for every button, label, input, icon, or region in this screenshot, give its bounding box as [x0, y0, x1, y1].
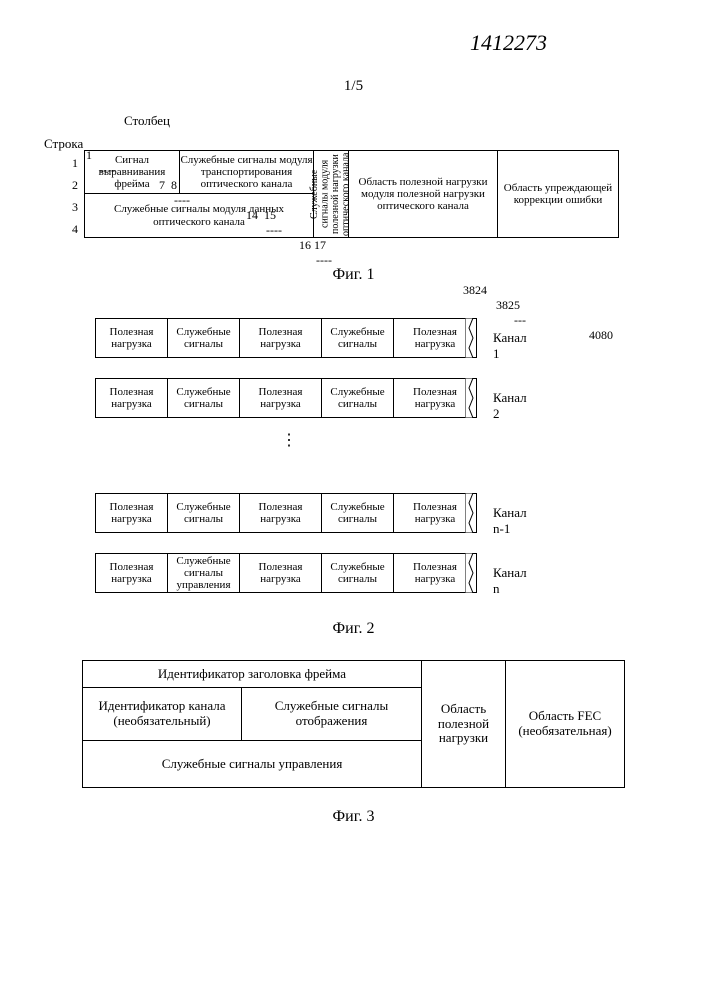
f3-fec: Область FEC (необязательная)	[505, 660, 625, 788]
f3-map-ovh: Служебные сигналы отображения	[241, 687, 422, 741]
channel-row: Полезная нагрузкаСлужебные сигналыПолезн…	[95, 493, 477, 533]
page-number: 1/5	[0, 78, 707, 95]
channel-cell: Служебные сигналы	[322, 494, 394, 532]
channel-cell: Полезная нагрузка	[240, 379, 322, 417]
channel-cell: Полезная нагрузка	[240, 554, 322, 592]
fig2-caption: Фиг. 2	[0, 620, 707, 638]
channel-row: Полезная нагрузкаСлужебные сигналыПолезн…	[95, 318, 477, 358]
f3-payload: Область полезной нагрузки	[421, 660, 506, 788]
f1-col-label: Столбец	[124, 113, 170, 129]
f1-row-label: Строка	[44, 136, 83, 152]
f1-frame-align: Сигнал выравнивания фрейма	[84, 150, 180, 194]
fig3-caption: Фиг. 3	[0, 808, 707, 826]
f3-chan-id: Идентификатор канала (необязательный)	[82, 687, 242, 741]
channel-cell: Полезная нагрузка	[96, 494, 168, 532]
channel-row: Полезная нагрузкаСлужебные сигналыПолезн…	[95, 378, 477, 418]
f3-mgmt-ovh: Служебные сигналы управления	[82, 740, 422, 788]
channel-cell: Служебные сигналы	[322, 554, 394, 592]
channel-label: Канал n-1	[493, 505, 527, 537]
fig1-caption: Фиг. 1	[0, 266, 707, 284]
channel-cell: Служебные сигналы управления	[168, 554, 240, 592]
ellipsis-icon: ⋮	[281, 437, 297, 445]
handwritten-number: 1412273	[470, 30, 547, 56]
channel-cell: Служебные сигналы	[168, 494, 240, 532]
f1-otu-overhead: Служебные сигналы модуля транспортирован…	[179, 150, 314, 194]
f1-payload: Область полезной нагрузки модуля полезно…	[348, 150, 498, 238]
channel-label: Канал 2	[493, 390, 527, 422]
channel-cell: Полезная нагрузка	[394, 554, 476, 592]
channel-cell: Полезная нагрузка	[394, 319, 476, 357]
channel-label: Канал n	[493, 565, 527, 597]
channel-label: Канал 1	[493, 330, 527, 362]
channel-cell: Служебные сигналы	[168, 319, 240, 357]
f1-fec: Область упреждающей коррекции ошибки	[497, 150, 619, 238]
channel-cell: Полезная нагрузка	[394, 494, 476, 532]
f1-opu-overhead: Служебные сигналы модуля полезной нагруз…	[313, 150, 349, 238]
channel-cell: Полезная нагрузка	[96, 319, 168, 357]
channel-cell: Полезная нагрузка	[96, 379, 168, 417]
channel-row: Полезная нагрузкаСлужебные сигналы управ…	[95, 553, 477, 593]
f1-odu-overhead: Служебные сигналы модуля данных оптическ…	[84, 193, 314, 238]
channel-cell: Полезная нагрузка	[394, 379, 476, 417]
channel-cell: Полезная нагрузка	[240, 494, 322, 532]
channel-cell: Служебные сигналы	[322, 319, 394, 357]
channel-cell: Служебные сигналы	[168, 379, 240, 417]
channel-cell: Полезная нагрузка	[96, 554, 168, 592]
f3-frame-hdr-id: Идентификатор заголовка фрейма	[82, 660, 422, 688]
channel-cell: Полезная нагрузка	[240, 319, 322, 357]
channel-cell: Служебные сигналы	[322, 379, 394, 417]
